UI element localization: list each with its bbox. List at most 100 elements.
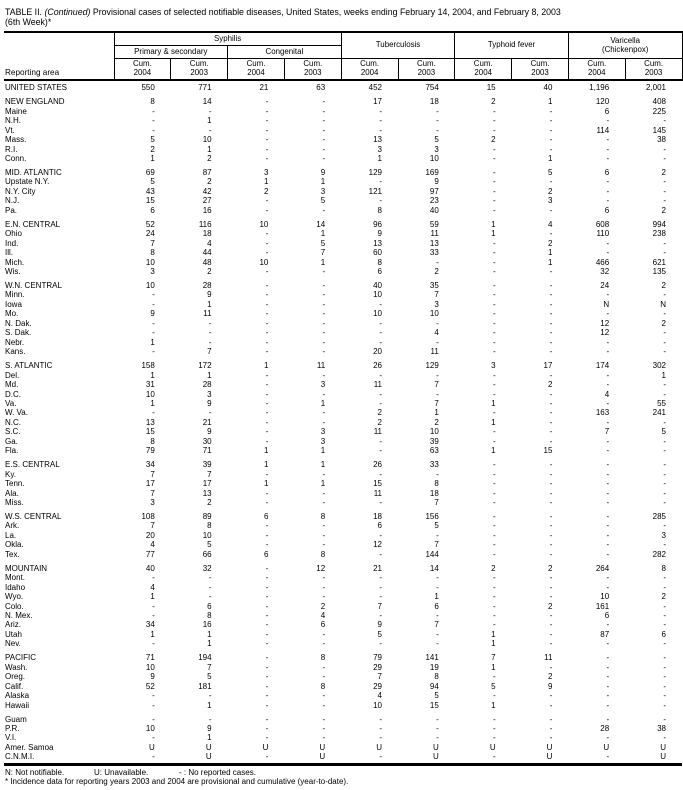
- value-cell: -: [322, 417, 326, 427]
- value-cell: 71: [202, 446, 212, 456]
- value-cell: 32: [202, 563, 212, 573]
- reporting-area-cell: Nev.: [5, 639, 21, 649]
- reporting-area-cell: MID. ATLANTIC: [5, 168, 62, 178]
- value-cell: 4: [547, 219, 553, 229]
- value-cell: -: [492, 427, 496, 437]
- value-cell: 1: [320, 257, 326, 267]
- value-cell: -: [492, 177, 496, 187]
- reporting-area-cell: Okla.: [5, 540, 24, 550]
- reporting-area-cell: Nebr.: [5, 337, 25, 347]
- table-row: Wash. 10 7 - - 29 19 1 - - -: [4, 663, 682, 672]
- value-cell: -: [265, 299, 269, 309]
- value-cell: -: [549, 398, 553, 408]
- value-cell: 11: [316, 361, 326, 371]
- value-cell: -: [265, 408, 269, 418]
- value-cell: -: [606, 672, 610, 682]
- value-cell: -: [492, 318, 496, 328]
- value-cell: 17: [373, 97, 382, 107]
- value-cell: 17: [145, 479, 155, 489]
- value-cell: -: [379, 125, 382, 135]
- value-cell: -: [663, 347, 666, 357]
- value-cell: -: [549, 639, 553, 649]
- reporting-area-cell: Mont.: [5, 573, 26, 583]
- value-cell: -: [663, 469, 666, 479]
- value-cell: 1: [320, 446, 326, 456]
- value-cell: 174: [595, 361, 610, 371]
- value-cell: -: [436, 714, 439, 724]
- value-cell: -: [379, 436, 382, 446]
- value-cell: 94: [429, 681, 439, 691]
- value-cell: -: [492, 337, 496, 347]
- value-cell: -: [606, 469, 610, 479]
- value-cell: -: [436, 573, 439, 583]
- value-cell: -: [322, 497, 326, 507]
- value-cell: 5: [661, 427, 666, 437]
- table-row: N.J. 15 27 - 5 - 23 - 3 - -: [4, 196, 682, 205]
- reporting-area-cell: S. Dak.: [5, 328, 32, 338]
- table-row: Utah 1 1 - - 5 - 1 - 87 6: [4, 630, 682, 639]
- value-cell: -: [265, 488, 269, 498]
- value-cell: 7: [434, 398, 439, 408]
- value-cell: -: [227, 752, 285, 766]
- value-cell: 13: [373, 238, 382, 248]
- value-cell: 11: [430, 229, 439, 239]
- value-cell: -: [663, 290, 666, 300]
- value-cell: -: [549, 488, 553, 498]
- value-cell: -: [549, 469, 553, 479]
- value-cell: -: [152, 691, 155, 701]
- table-row: Mont. - - - - - - - - - -: [4, 573, 682, 582]
- notifiable-diseases-table: Reporting area Syphilis Tuberculosis Typ…: [4, 30, 683, 766]
- value-cell: -: [606, 186, 610, 196]
- value-cell: -: [663, 154, 666, 164]
- value-cell: 7: [377, 672, 382, 682]
- value-cell: 2: [434, 417, 439, 427]
- value-cell: 24: [600, 281, 610, 291]
- value-cell: 1: [434, 408, 439, 418]
- value-cell: 1: [320, 177, 326, 187]
- value-cell: 10: [429, 309, 439, 319]
- value-cell: 5: [434, 135, 439, 145]
- value-cell: -: [152, 610, 155, 620]
- value-cell: 8: [434, 479, 439, 489]
- value-cell: -: [663, 309, 666, 319]
- value-cell: 2: [547, 238, 553, 248]
- value-cell: 2: [491, 135, 496, 145]
- value-cell: 6: [320, 620, 326, 630]
- value-cell: -: [663, 337, 666, 347]
- column-header-cum-2004-4: Cum. 2004: [340, 57, 399, 82]
- value-cell: 9: [150, 672, 155, 682]
- value-cell: 1: [661, 370, 666, 380]
- incidence-note: * Incidence data for reporting years 200…: [5, 777, 349, 787]
- value-cell: 8: [150, 436, 155, 446]
- value-cell: 172: [198, 361, 212, 371]
- reporting-area-cell: N.Y. City: [5, 186, 36, 196]
- value-cell: 241: [652, 408, 666, 418]
- value-cell: -: [322, 521, 326, 531]
- value-cell: -: [322, 125, 326, 135]
- value-cell: 9: [207, 427, 212, 437]
- value-cell: -: [549, 337, 553, 347]
- value-cell: 181: [198, 681, 212, 691]
- table-row: Miss. 3 2 - - - 7 - - - -: [4, 498, 682, 507]
- table-row: W.S. CENTRAL 108 89 6 8 18 156 - - - 285: [4, 507, 682, 521]
- value-cell: 42: [202, 186, 212, 196]
- value-cell: -: [492, 186, 496, 196]
- value-cell: 26: [373, 460, 382, 470]
- value-cell: -: [322, 97, 326, 107]
- value-cell: 97: [429, 186, 439, 196]
- table-row: W. Va. - - - - 2 1 - - 163 241: [4, 408, 682, 417]
- value-cell: -: [492, 144, 496, 154]
- value-cell: 1: [320, 479, 326, 489]
- reporting-area-cell: Oreg.: [5, 672, 26, 682]
- value-cell: 1: [207, 733, 212, 743]
- value-cell: 6: [263, 511, 269, 521]
- table-row: Ark. 7 8 - - 6 5 - - - -: [4, 521, 682, 530]
- table-row: Pa. 6 16 - - 8 40 - - 6 2: [4, 206, 682, 215]
- table-row: Vt. - - - - - - - - 114 145: [4, 126, 682, 135]
- value-cell: 8: [207, 610, 212, 620]
- value-cell: 2: [547, 563, 553, 573]
- value-cell: 63: [429, 446, 439, 456]
- value-cell: -: [208, 714, 212, 724]
- value-cell: 16: [202, 205, 212, 215]
- value-cell: -: [322, 714, 326, 724]
